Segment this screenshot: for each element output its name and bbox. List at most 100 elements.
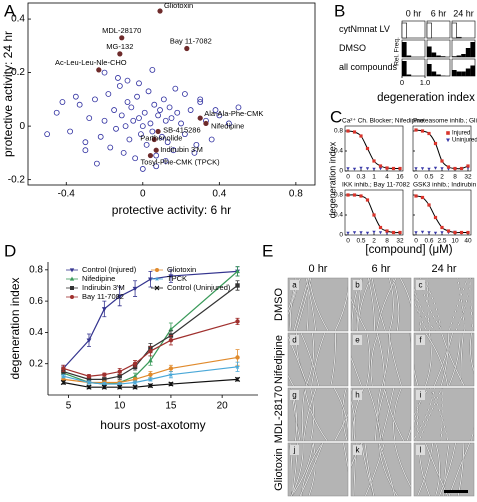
point [181, 131, 188, 138]
neurite [469, 333, 474, 374]
series-marker [117, 294, 123, 300]
series-marker [60, 379, 66, 386]
uninjured-point [365, 167, 370, 171]
series-marker [116, 381, 123, 387]
neurite [406, 427, 411, 441]
injured-point [378, 164, 383, 168]
neurites [351, 388, 411, 441]
point [128, 104, 135, 111]
injured-point [446, 165, 451, 169]
x-tick-label: 0 [346, 238, 350, 245]
histogram-bar [427, 46, 432, 57]
uninjured-point [427, 167, 431, 171]
injured-point [433, 215, 438, 220]
histogram-bar [461, 71, 466, 76]
uninjured-point [433, 166, 438, 170]
cell-frame [287, 387, 349, 442]
point [141, 109, 148, 116]
legend-label: Injured [452, 131, 470, 137]
point [126, 136, 133, 143]
series-marker [86, 338, 92, 343]
point [166, 104, 173, 111]
point [172, 85, 179, 92]
series-marker [168, 274, 174, 279]
histogram-bar [456, 55, 462, 57]
x-tick-label: 0 [414, 174, 418, 181]
series-marker [235, 268, 240, 274]
cell-letter: j [293, 446, 296, 455]
legend-label: TPCK [167, 274, 187, 283]
scale-bar [444, 490, 468, 493]
neurite [441, 333, 465, 386]
neurite [424, 333, 432, 386]
neurite [425, 333, 448, 386]
neurites [414, 278, 474, 331]
cell-tag [290, 445, 299, 455]
point [116, 83, 123, 89]
point [197, 96, 204, 103]
neurite [364, 443, 375, 496]
legend-marker [69, 268, 75, 273]
injured-point [453, 166, 457, 171]
injured-point [427, 131, 431, 136]
injured-point [346, 193, 350, 197]
x-tick-label: 16 [396, 174, 404, 181]
point [157, 107, 163, 113]
row-label: DMSO [339, 43, 366, 53]
cell-letter: f [419, 336, 422, 345]
neurite [299, 443, 324, 496]
neurite [305, 333, 315, 386]
point [82, 147, 89, 154]
series-marker [148, 372, 153, 377]
injured-point [346, 129, 350, 133]
histogram-bar [451, 22, 457, 39]
series-marker [101, 307, 107, 312]
uninjured-point [359, 231, 363, 235]
x-tick-label: 0 [346, 174, 350, 181]
neurite [333, 388, 348, 441]
row-label: Gliotoxin [273, 448, 285, 491]
y-tick-label: 0.6 [29, 296, 43, 307]
injured-point [446, 229, 451, 233]
series-marker [148, 348, 153, 354]
series-marker [61, 366, 66, 371]
neurite [414, 289, 421, 331]
highlight-point [157, 8, 163, 14]
legend-label: Control (Uninjured) [167, 283, 231, 292]
x-tick-label: -0.4 [58, 189, 76, 200]
neurite [399, 278, 411, 307]
x-tick-label: 2 [372, 238, 376, 245]
point [130, 117, 137, 124]
cell-frame [350, 387, 412, 442]
neurite [351, 388, 353, 394]
highlight-point [155, 128, 161, 135]
neurite [388, 278, 394, 331]
neurite [417, 443, 434, 496]
cell-tag [290, 335, 299, 345]
point [153, 152, 160, 159]
point [168, 115, 175, 121]
series-line [63, 378, 238, 388]
neurite [303, 388, 317, 441]
x-tick-label: 0.4 [212, 189, 226, 200]
point [151, 101, 158, 108]
series-marker [101, 381, 108, 387]
x-tick-label: 0.5 [356, 238, 365, 245]
point-label: MDL-28170 [102, 26, 141, 35]
injured-point [466, 164, 470, 168]
cell-letter: l [420, 446, 422, 455]
neurite [418, 388, 443, 441]
neurite [424, 443, 449, 496]
point [101, 117, 108, 124]
x-tick-label: 0.5 [424, 174, 433, 181]
point [124, 99, 131, 105]
injured-point [352, 130, 357, 134]
y-tick-label: 0 [339, 168, 343, 175]
series-marker [102, 377, 107, 382]
series-marker [234, 363, 241, 370]
neurite [435, 443, 441, 496]
cell-tag [416, 390, 425, 400]
point-label: Ala-Ala-Phe-CMK [204, 109, 263, 118]
x-tick-label: 15 [165, 401, 177, 412]
cell-letter: a [292, 281, 297, 290]
